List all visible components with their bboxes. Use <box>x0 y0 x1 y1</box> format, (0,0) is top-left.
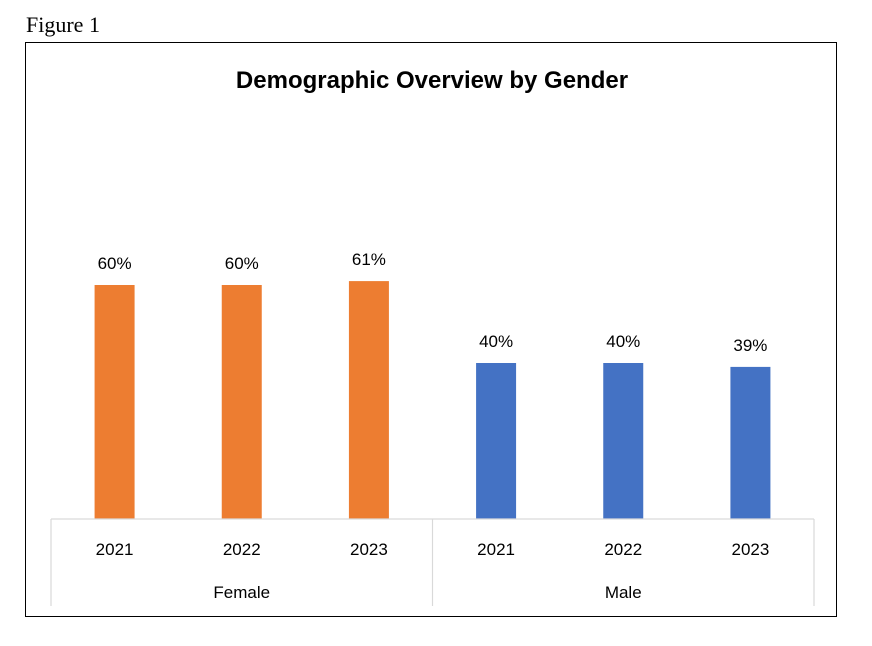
tick-label-male-2021: 2021 <box>477 540 515 559</box>
tick-label-female-2021: 2021 <box>96 540 134 559</box>
group-label-male: Male <box>605 583 642 602</box>
category-axis: 2021 2022 2023 Female 2021 2022 2023 Male <box>50 518 815 606</box>
bar-female-2023 <box>348 281 389 519</box>
tick-label-male-2023: 2023 <box>732 540 770 559</box>
chart-frame <box>25 42 837 617</box>
bar-male-2023 <box>730 366 771 519</box>
bar-female-2021 <box>94 285 135 519</box>
data-label-male-2021: 40% <box>479 332 513 351</box>
bar-male-2021 <box>476 363 517 519</box>
data-label-female-2023: 61% <box>352 250 386 269</box>
tick-label-female-2023: 2023 <box>350 540 388 559</box>
figure-label: Figure 1 <box>26 12 100 37</box>
data-label-male-2022: 40% <box>606 332 640 351</box>
chart-marks: 60% 60% 61% 40% 40% 39% <box>94 250 771 519</box>
tick-label-male-2022: 2022 <box>604 540 642 559</box>
chart-title: Demographic Overview by Gender <box>236 67 628 94</box>
bar-male-2022 <box>603 363 644 519</box>
bar-female-2022 <box>221 285 262 519</box>
data-label-female-2021: 60% <box>98 254 132 273</box>
data-label-female-2022: 60% <box>225 254 259 273</box>
tick-label-female-2022: 2022 <box>223 540 261 559</box>
group-label-female: Female <box>213 583 270 602</box>
data-label-male-2023: 39% <box>733 336 767 355</box>
